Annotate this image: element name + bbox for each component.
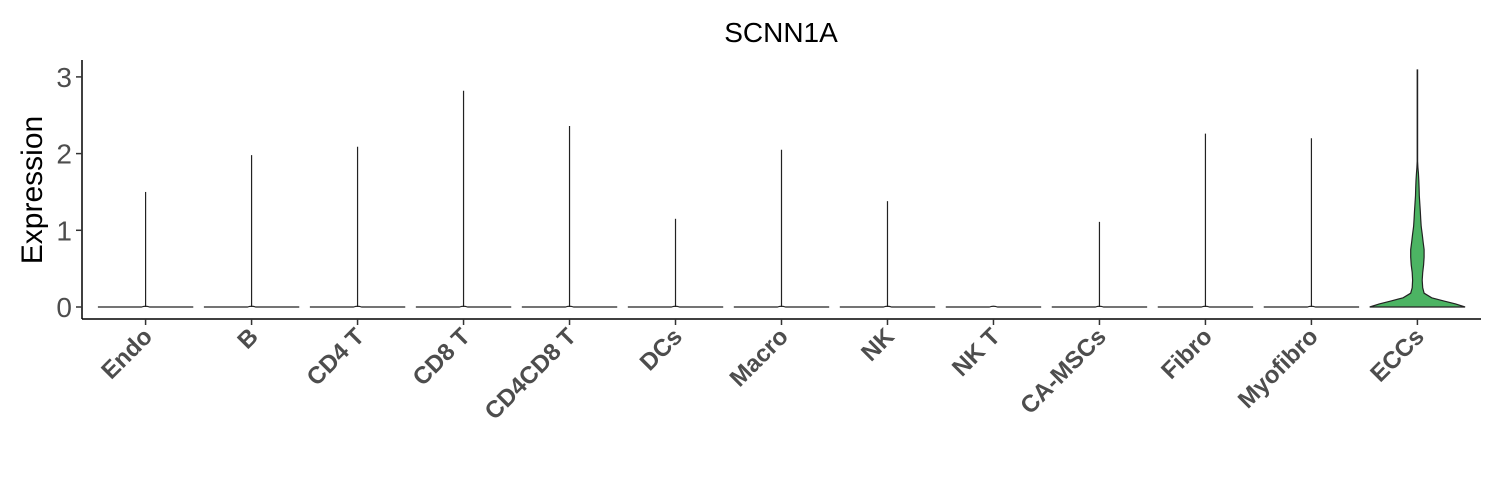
x-tick-label: CD4 T	[302, 323, 370, 391]
y-tick-label: 2	[56, 139, 72, 170]
plot-area	[97, 69, 1466, 308]
x-tick-label: NK T	[947, 323, 1006, 382]
violin-base	[945, 305, 1042, 308]
x-tick-label: B	[232, 323, 263, 354]
x-tick-label: NK	[856, 323, 900, 367]
x-tick-label: CA-MSCs	[1015, 323, 1111, 419]
y-tick-label: 3	[56, 62, 72, 93]
x-tick-label: ECCs	[1365, 323, 1429, 387]
x-tick-label: DCs	[635, 323, 688, 376]
violin-ECCs	[1369, 69, 1466, 308]
chart-title: SCNN1A	[724, 17, 838, 48]
x-tick-label: Endo	[96, 323, 158, 385]
x-tick-label: CD8 T	[408, 323, 476, 391]
x-tick-label: Fibro	[1156, 323, 1218, 385]
y-tick-label: 1	[56, 215, 72, 246]
y-axis-label: Expression	[16, 116, 49, 264]
y-axis-ticks: 0 1 2 3	[56, 62, 82, 323]
y-tick-label: 0	[56, 292, 72, 323]
x-tick-label: Myofibro	[1233, 323, 1324, 414]
x-axis-ticks: Endo B CD4 T CD8 T CD4CD8 T DCs Macro NK NK T CA-…	[96, 319, 1430, 425]
x-tick-label: CD4CD8 T	[480, 323, 582, 425]
x-tick-label: Macro	[725, 323, 794, 392]
